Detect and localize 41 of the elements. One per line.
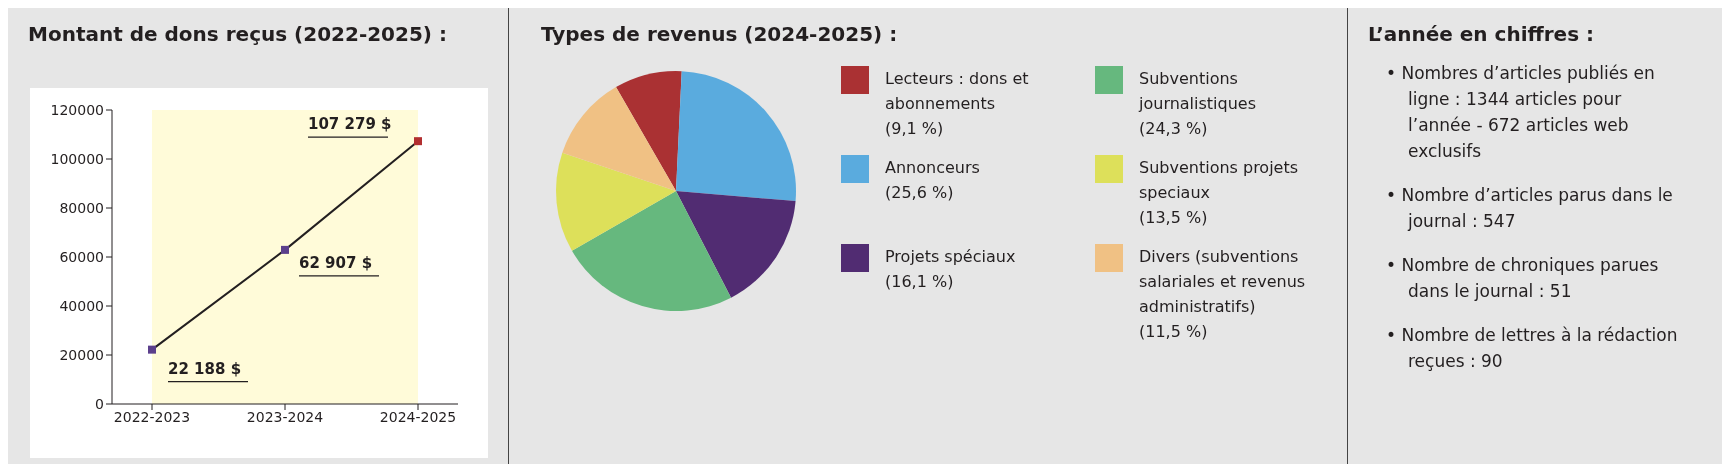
data-label: (16,1 %) bbox=[885, 272, 954, 291]
pie-slice bbox=[571, 191, 732, 311]
legend-label: Projets spéciaux bbox=[885, 247, 1016, 266]
data-label: 107 279 $ bbox=[308, 115, 392, 134]
x-tick-label: 2023-2024 bbox=[246, 408, 324, 425]
chart-title: Montant de dons reçus (2022-2025) : bbox=[28, 22, 448, 46]
pie-slice bbox=[616, 71, 682, 191]
point bbox=[281, 245, 289, 254]
x-tick-label: 2022-2023 bbox=[113, 408, 191, 425]
text: • Nombre de chroniques parues dans le journal : 51 bbox=[1386, 254, 1660, 303]
point bbox=[414, 137, 422, 146]
point bbox=[148, 345, 156, 354]
y-tick-label: 0 bbox=[95, 395, 104, 412]
data-label: 62 907 $ bbox=[299, 253, 373, 272]
data-label: (24,3 %) bbox=[1139, 119, 1208, 138]
text: • Nombres d’articles publiés en ligne : 1344 articles pour l’année - 672 articles web exclusifs bbox=[1386, 62, 1656, 163]
data-label: (9,1 %) bbox=[885, 119, 944, 138]
pie-slice bbox=[676, 71, 796, 202]
y-tick-label: 20000 bbox=[59, 346, 104, 363]
y-tick-label: 80000 bbox=[59, 199, 104, 216]
x-tick-label: 2024-2025 bbox=[379, 408, 457, 425]
legend-label: Subventions journalistiques bbox=[1139, 69, 1257, 113]
y-tick-label: 60000 bbox=[59, 248, 104, 265]
y-tick-label: 120000 bbox=[50, 101, 104, 118]
chart-title: Types de revenus (2024-2025) : bbox=[541, 22, 899, 46]
data-label: (25,6 %) bbox=[885, 183, 954, 202]
text: L’année en chiffres : bbox=[1368, 22, 1595, 46]
data-label: 22 188 $ bbox=[168, 359, 242, 378]
data-label: (11,5 %) bbox=[1139, 322, 1208, 341]
pie-slice bbox=[556, 152, 676, 251]
y-tick-label: 100000 bbox=[50, 150, 104, 167]
pie-slice bbox=[676, 191, 796, 298]
legend-label: Divers (subventions salariales et revenus administratifs) bbox=[1139, 247, 1306, 316]
legend-label: Lecteurs : dons et abonnements bbox=[885, 69, 1029, 113]
y-tick-label: 40000 bbox=[59, 297, 104, 314]
text: • Nombre d’articles parus dans le journal : 547 bbox=[1386, 184, 1674, 233]
legend-label: Subventions projets speciaux bbox=[1139, 158, 1299, 202]
pie-slice bbox=[562, 87, 676, 191]
data-label: (13,5 %) bbox=[1139, 208, 1208, 227]
text: • Nombre de lettres à la rédaction reçues : 90 bbox=[1386, 324, 1678, 373]
legend-label: Annonceurs bbox=[885, 158, 980, 177]
